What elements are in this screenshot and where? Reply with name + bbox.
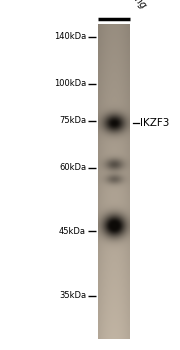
Text: IKZF3: IKZF3 [140, 118, 170, 128]
Text: Rat lung: Rat lung [114, 0, 148, 10]
Text: 60kDa: 60kDa [59, 163, 86, 173]
Text: 35kDa: 35kDa [59, 291, 86, 300]
Text: 100kDa: 100kDa [54, 79, 86, 89]
Text: 45kDa: 45kDa [59, 226, 86, 236]
Text: 140kDa: 140kDa [54, 32, 86, 41]
Text: 75kDa: 75kDa [59, 116, 86, 125]
